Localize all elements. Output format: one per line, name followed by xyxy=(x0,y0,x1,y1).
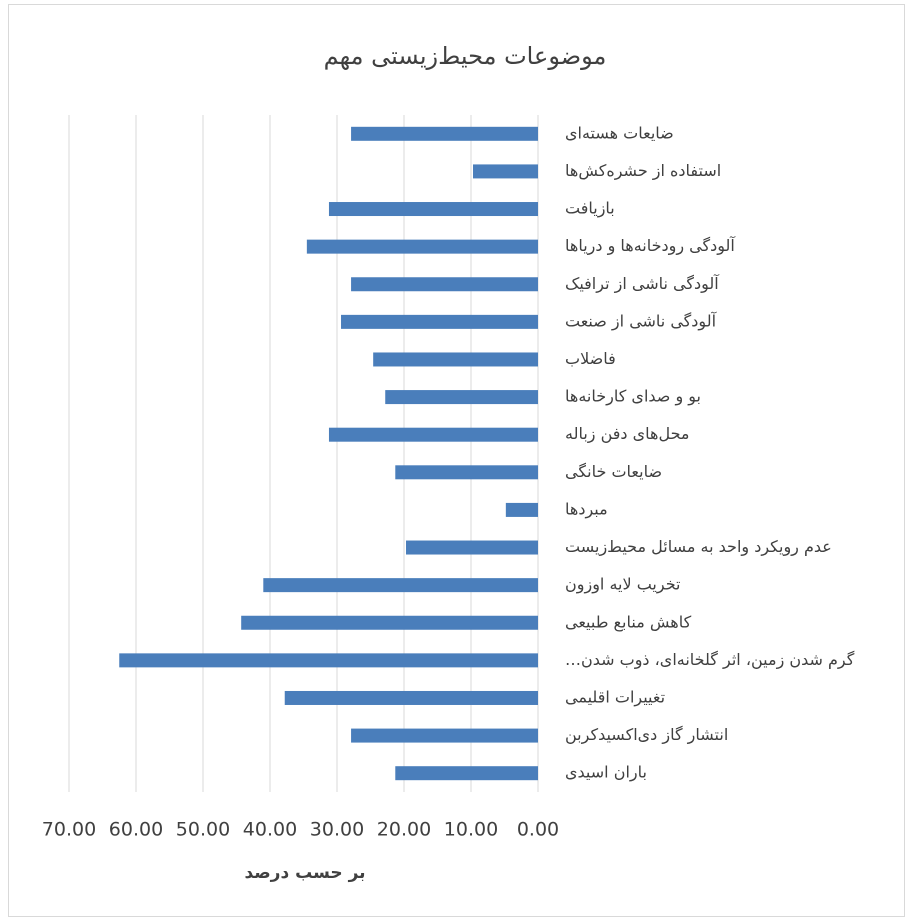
bar xyxy=(328,202,538,217)
bar xyxy=(351,728,538,743)
y-tick-label: محل‌های دفن زباله xyxy=(565,424,689,444)
bar xyxy=(241,615,538,630)
bar xyxy=(284,690,538,705)
bar xyxy=(505,502,538,517)
x-tick-label: 70.00 xyxy=(42,819,96,841)
bar xyxy=(306,239,538,254)
y-tick-label: گرم شدن زمین، اثر گلخانه‌ای، ذوب شدن… xyxy=(565,650,855,670)
bar xyxy=(328,427,538,442)
bar xyxy=(341,314,538,329)
bar xyxy=(119,653,538,668)
bar xyxy=(351,277,538,292)
y-tick-label: آلودگی ناشی از ترافیک xyxy=(565,274,720,294)
bar xyxy=(395,766,538,781)
bar xyxy=(351,126,538,141)
y-tick-label: باران اسیدی xyxy=(565,763,647,783)
bar xyxy=(373,352,538,367)
x-tick-label: 50.00 xyxy=(176,819,230,841)
y-tick-label: ضایعات هسته‌ای xyxy=(565,123,674,142)
y-tick-label: انتشار گاز دی‌اکسیدکربن xyxy=(565,725,728,745)
x-axis-label: بر حسب درصد xyxy=(244,863,365,883)
x-tick-label: 60.00 xyxy=(109,819,163,841)
bar xyxy=(395,465,538,480)
x-tick-label: 0.00 xyxy=(517,819,559,841)
y-tick-label: بازیافت xyxy=(565,199,615,219)
chart-title: موضوعات محیط‌زیستی مهم xyxy=(324,42,607,70)
y-tick-label: آلودگی رودخانه‌ها و دریاها xyxy=(565,236,736,256)
x-tick-label: 10.00 xyxy=(444,819,498,841)
chart-frame xyxy=(8,4,905,917)
y-tick-label: استفاده از حشره‌کش‌ها xyxy=(565,161,721,181)
x-tick-label: 40.00 xyxy=(243,819,297,841)
y-tick-label: فاضلاب xyxy=(565,349,616,368)
bar xyxy=(385,390,538,405)
y-tick-label: تغییرات اقلیمی xyxy=(565,687,665,707)
bar xyxy=(473,164,538,179)
bar xyxy=(263,578,538,593)
x-tick-label: 30.00 xyxy=(310,819,364,841)
bar xyxy=(406,540,538,555)
y-tick-label: عدم رویکرد واحد به مسائل محیط‌زیست xyxy=(565,537,832,557)
y-tick-label: تخریب لایه اوزون xyxy=(565,575,680,595)
y-tick-label: بو و صدای کارخانه‌ها xyxy=(565,387,701,407)
y-tick-label: مبردها xyxy=(565,499,608,519)
y-tick-label: آلودگی ناشی از صنعت xyxy=(565,311,718,331)
y-tick-label: ضایعات خانگی xyxy=(565,462,662,481)
x-tick-label: 20.00 xyxy=(377,819,431,841)
y-tick-label: کاهش منابع طبیعی xyxy=(565,612,692,632)
